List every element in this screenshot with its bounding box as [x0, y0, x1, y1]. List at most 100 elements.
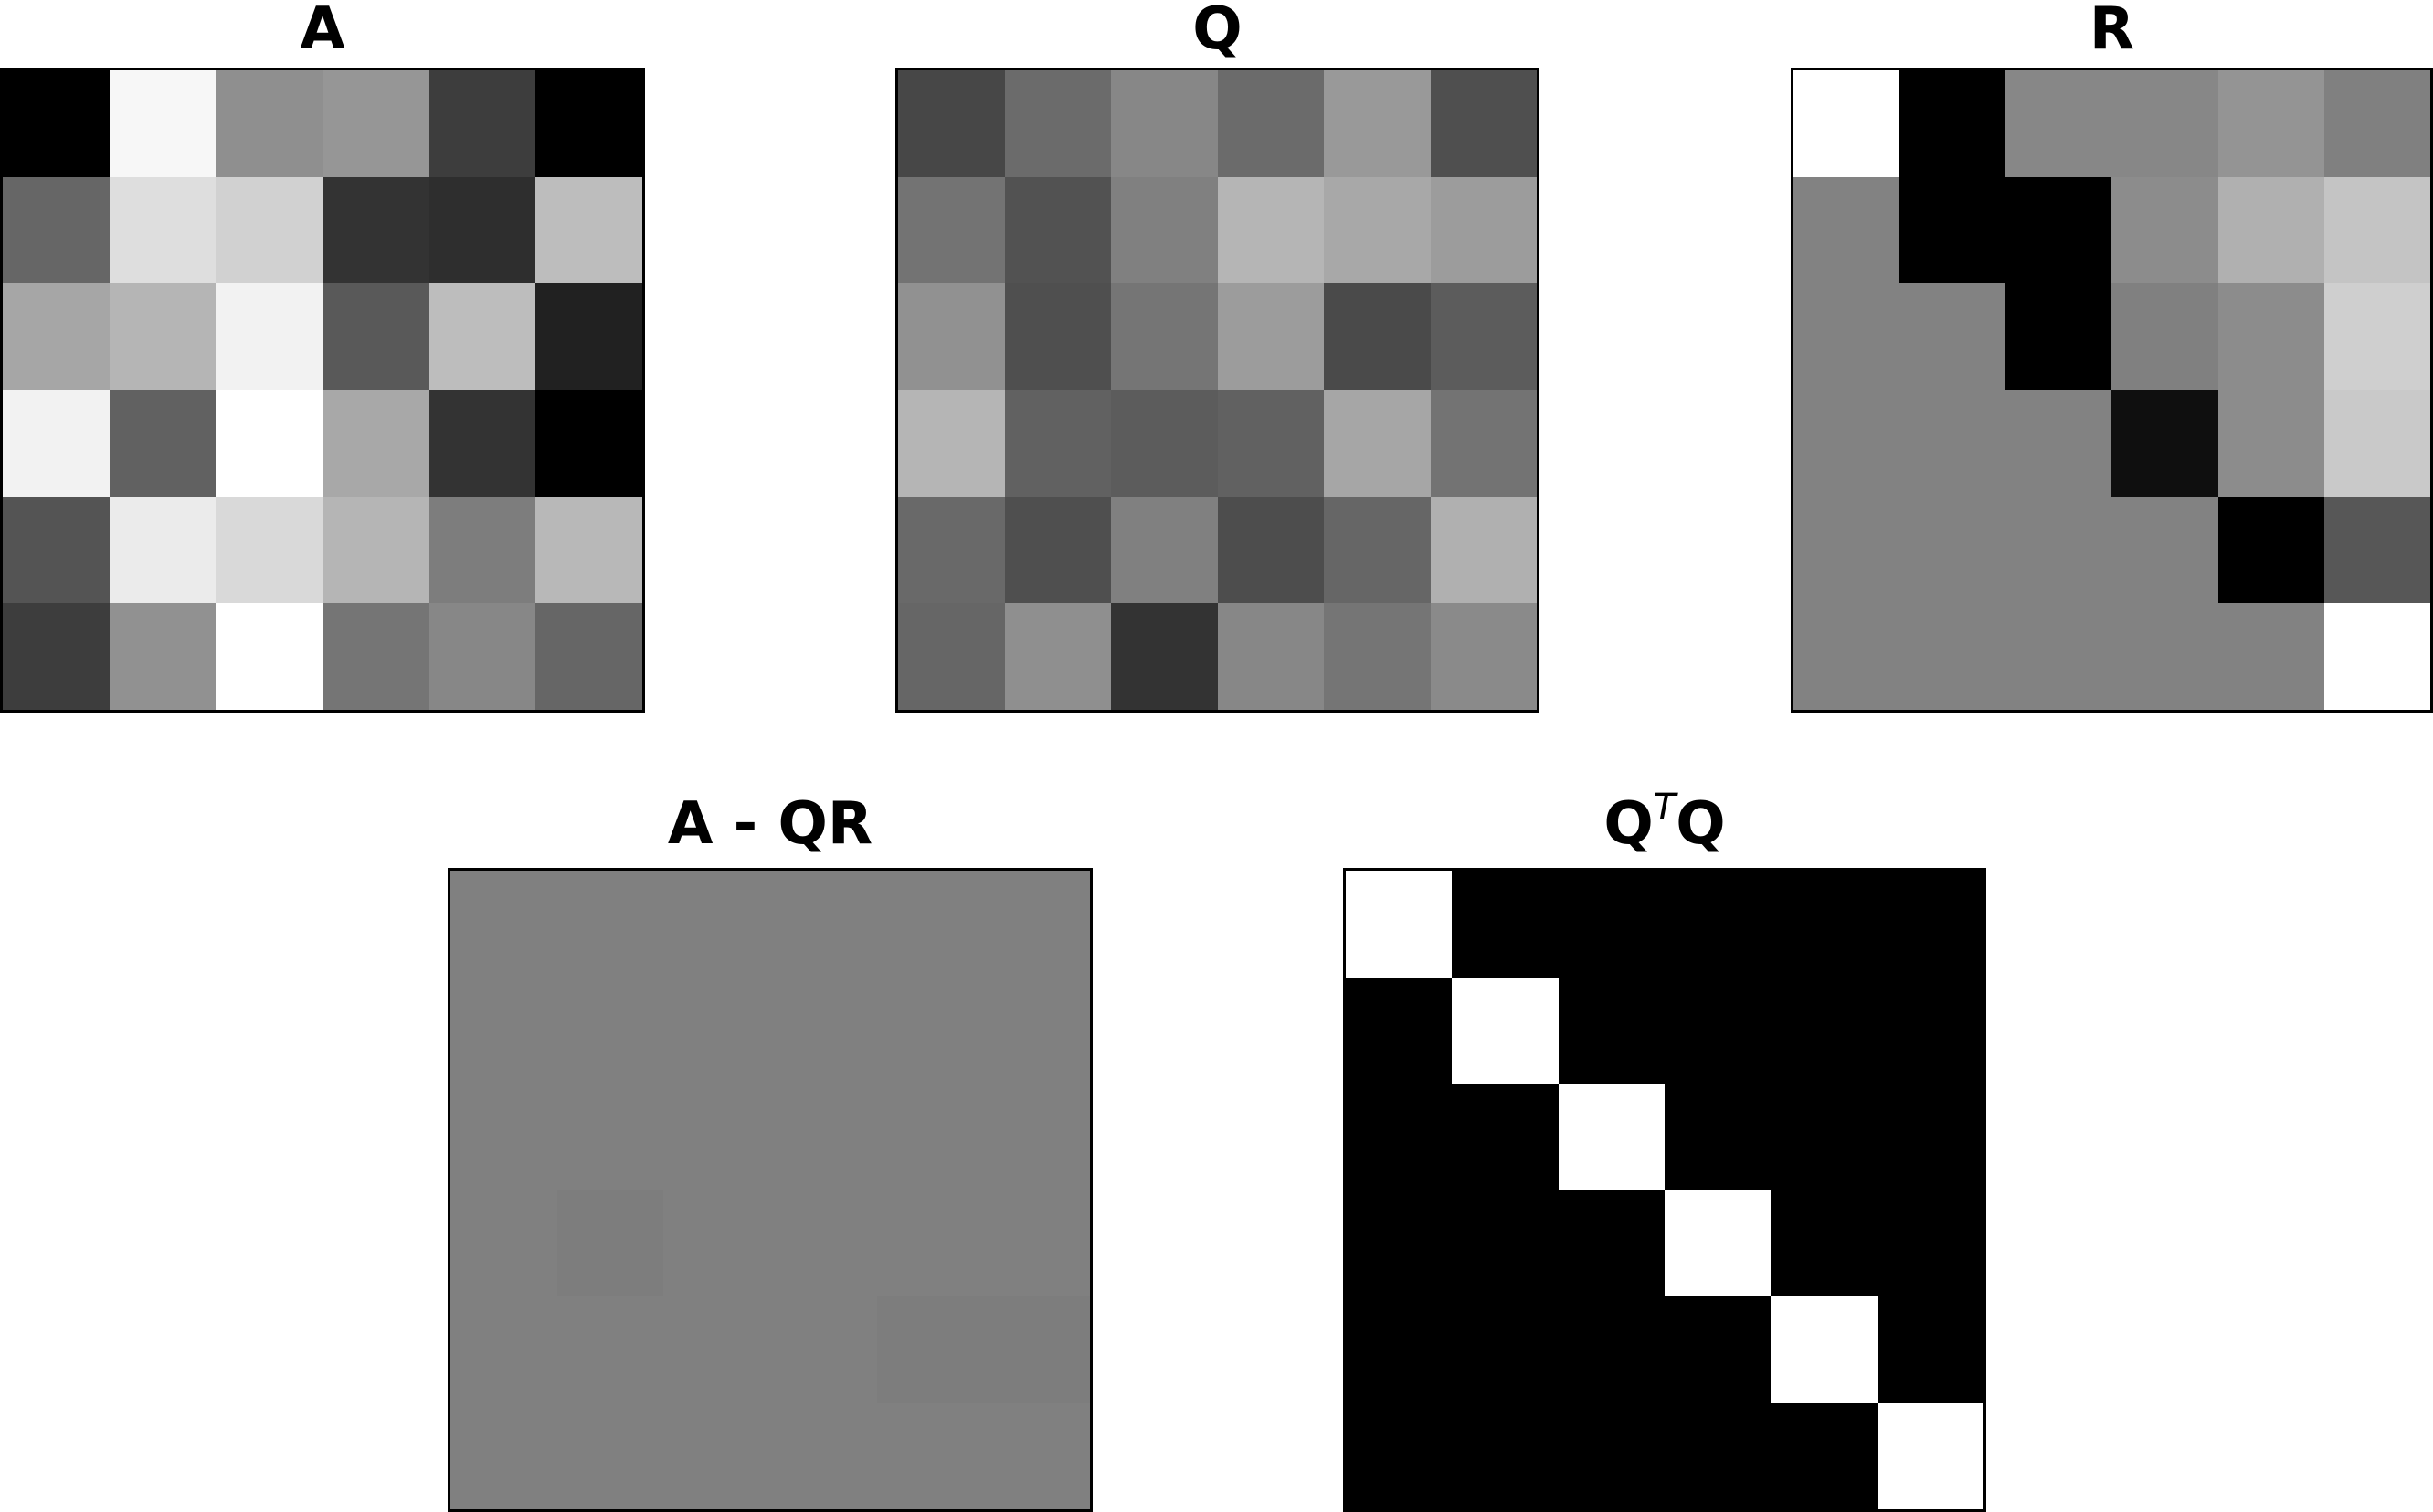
panel-title-superscript: T	[1653, 787, 1677, 829]
heatmap-cell	[428, 496, 536, 604]
heatmap-cell	[769, 871, 877, 978]
heatmap-cell	[535, 496, 642, 604]
heatmap-cell	[876, 977, 984, 1084]
heatmap-cell	[663, 1296, 770, 1403]
heatmap-cell	[1324, 389, 1431, 497]
heatmap-cell	[1558, 1296, 1665, 1403]
panel-title: R	[1791, 0, 2433, 58]
heatmap-cell	[898, 70, 1005, 177]
heatmap-cell	[3, 176, 110, 284]
heatmap-cell	[1665, 871, 1772, 978]
heatmap-cell	[1324, 70, 1431, 177]
heatmap-cell	[1877, 1084, 1983, 1190]
heatmap-cell	[1558, 1190, 1665, 1296]
heatmap-cell	[663, 1084, 770, 1190]
heatmap-cell	[556, 1190, 664, 1296]
heatmap-cell	[1346, 1296, 1453, 1403]
heatmap-cell	[1793, 283, 1900, 390]
heatmap-cell	[1558, 977, 1665, 1084]
heatmap-cell	[1004, 176, 1111, 284]
heatmap-cell	[3, 603, 110, 710]
heatmap-cell	[322, 70, 429, 177]
heatmap-cell	[1111, 176, 1218, 284]
heatmap-cell	[1004, 283, 1111, 390]
heatmap-cell	[663, 1190, 770, 1296]
heatmap-cell	[1793, 70, 1900, 177]
heatmap-cell	[1665, 1402, 1772, 1509]
heatmap-cell	[322, 176, 429, 284]
heatmap-cell	[1793, 496, 1900, 604]
heatmap-cell	[556, 977, 664, 1084]
heatmap-cell	[1877, 871, 1983, 978]
heatmap-cell	[450, 1190, 557, 1296]
heatmap-cell	[322, 603, 429, 710]
panel-qtq: QTQ	[1343, 789, 1986, 1512]
heatmap-cell	[535, 603, 642, 710]
heatmap-cell	[2005, 176, 2112, 284]
panel-title-tail: Q	[1676, 790, 1726, 858]
heatmap-cell	[1004, 603, 1111, 710]
heatmap-cell	[1771, 1084, 1878, 1190]
heatmap-cell	[1430, 176, 1537, 284]
heatmap-cell	[450, 1296, 557, 1403]
panel-title-text: R	[2089, 0, 2135, 63]
heatmap-cell	[876, 1296, 984, 1403]
heatmap-r	[1791, 68, 2433, 713]
heatmap-cell	[428, 603, 536, 710]
heatmap-cell	[1217, 496, 1324, 604]
heatmap-cell	[769, 977, 877, 1084]
heatmap-cell	[2217, 496, 2324, 604]
heatmap-cell	[876, 1402, 984, 1509]
heatmap-cell	[2217, 603, 2324, 710]
heatmap-cell	[1004, 389, 1111, 497]
heatmap-cell	[1430, 283, 1537, 390]
heatmap-cell	[450, 1084, 557, 1190]
heatmap-cell	[428, 176, 536, 284]
heatmap-cell	[535, 176, 642, 284]
heatmap-cell	[1899, 283, 2006, 390]
heatmap-cell	[1346, 1190, 1453, 1296]
heatmap-cell	[1771, 977, 1878, 1084]
heatmap-cell	[216, 70, 323, 177]
heatmap-cell	[1899, 389, 2006, 497]
heatmap-cell	[1793, 603, 1900, 710]
heatmap-cell	[983, 1296, 1090, 1403]
heatmap-cell	[1324, 283, 1431, 390]
panel-a-minus-qr: A - QR	[448, 795, 1093, 1512]
heatmap-cell	[1430, 496, 1537, 604]
heatmap-cell	[1558, 1084, 1665, 1190]
heatmap-cell	[1771, 1402, 1878, 1509]
panel-q: Q	[895, 0, 1539, 713]
heatmap-cell	[556, 1296, 664, 1403]
heatmap-cell	[1877, 1402, 1983, 1509]
heatmap-cell	[1346, 977, 1453, 1084]
panel-r: R	[1791, 0, 2433, 713]
heatmap-cell	[983, 977, 1090, 1084]
heatmap-cell	[322, 283, 429, 390]
heatmap-cell	[322, 496, 429, 604]
heatmap-cell	[1111, 389, 1218, 497]
heatmap-cell	[2217, 70, 2324, 177]
heatmap-cell	[1452, 977, 1559, 1084]
heatmap-a	[0, 68, 645, 713]
heatmap-cell	[216, 176, 323, 284]
heatmap-cell	[1430, 603, 1537, 710]
heatmap-cell	[109, 496, 217, 604]
heatmap-cell	[876, 1190, 984, 1296]
heatmap-cell	[1452, 1190, 1559, 1296]
heatmap-cell	[1346, 871, 1453, 978]
heatmap-cell	[1111, 70, 1218, 177]
heatmap-cell	[1877, 1296, 1983, 1403]
heatmap-cell	[1771, 1296, 1878, 1403]
heatmap-cell	[2111, 283, 2218, 390]
heatmap-cell	[1452, 1402, 1559, 1509]
panel-title-text: A - QR	[667, 790, 873, 858]
heatmap-cell	[1430, 389, 1537, 497]
heatmap-cell	[983, 871, 1090, 978]
heatmap-cell	[1558, 871, 1665, 978]
heatmap-cell	[216, 389, 323, 497]
heatmap-cell	[1899, 176, 2006, 284]
panel-a: A	[0, 0, 645, 713]
heatmap-cell	[2111, 176, 2218, 284]
heatmap-cell	[1452, 871, 1559, 978]
